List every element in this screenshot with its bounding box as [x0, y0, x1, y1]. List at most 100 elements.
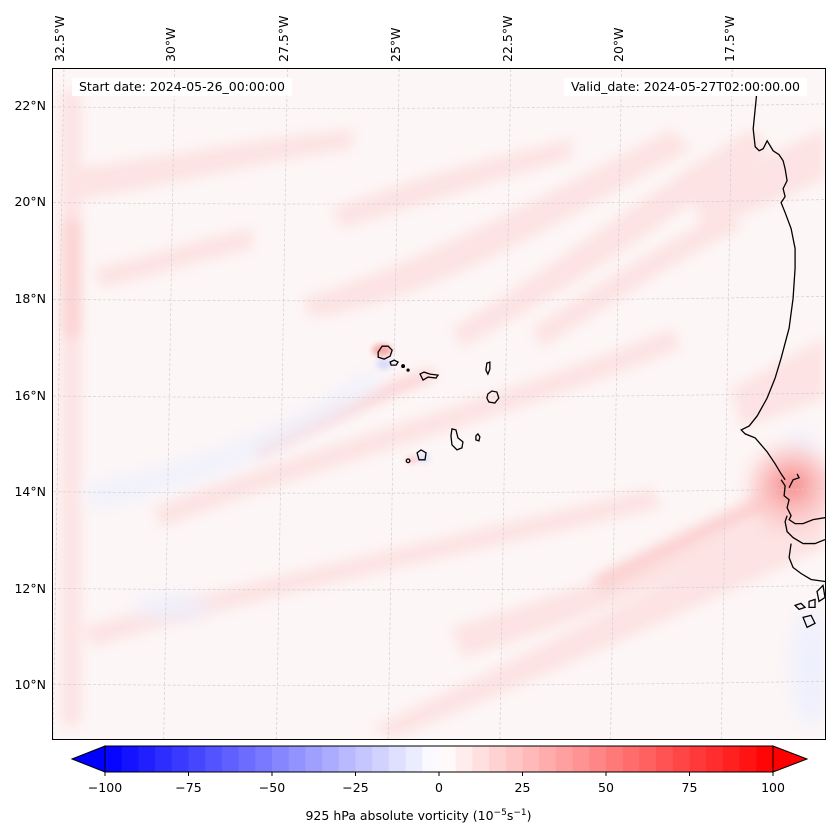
field-band — [82, 368, 383, 508]
latitude-tick-label: 10°N — [14, 677, 46, 692]
coastline-mauritania-senegal — [740, 78, 796, 481]
island-boa-vista — [486, 390, 500, 404]
field-band — [64, 218, 79, 339]
colorbar-swatch — [439, 746, 457, 772]
parallel-gridline — [53, 392, 825, 398]
island-bijagos — [808, 598, 816, 609]
longitude-tick-label: 20°W — [611, 27, 626, 62]
colorbar-swatch — [706, 746, 724, 772]
island-bijagos — [793, 602, 807, 611]
longitude-tick-label: 32.5°W — [52, 15, 67, 62]
colorbar-swatch — [539, 746, 557, 772]
colorbar-tick-label: −75 — [175, 780, 201, 795]
island-sao-nicolau — [419, 371, 440, 381]
colorbar-swatch — [722, 746, 741, 772]
island-santiago — [450, 428, 464, 451]
colorbar-swatch — [589, 746, 607, 772]
coastlines — [377, 78, 825, 629]
colorbar-swatch — [138, 746, 156, 772]
colorbar-tick-label: 100 — [761, 780, 785, 795]
island-santa-luzia — [401, 364, 406, 369]
vorticity-maximum — [372, 344, 393, 357]
colorbar-swatch — [622, 746, 640, 772]
colorbar-swatch — [355, 746, 373, 772]
colorbar-swatch — [739, 746, 757, 772]
field-band — [72, 128, 353, 199]
field-band — [132, 595, 213, 620]
field-band — [372, 507, 825, 739]
parallel-gridline — [53, 199, 825, 205]
field-band — [691, 128, 825, 229]
colorbar-swatch — [338, 746, 356, 772]
meridian-gridline — [276, 69, 288, 739]
island-santo-antao — [377, 345, 393, 360]
colorbar-swatch — [288, 746, 306, 772]
latitude-tick-label: 12°N — [14, 581, 46, 596]
latitude-tick-label: 16°N — [14, 388, 46, 403]
field-band — [152, 328, 682, 528]
colorbar-swatch — [505, 746, 523, 772]
island-brava — [405, 458, 411, 464]
colorbar-swatch — [756, 746, 774, 772]
colorbar-swatch — [121, 746, 139, 772]
colorbar: −100 −75 −50 −25 0 25 50 75 100 — [70, 745, 809, 795]
colorbar-swatch — [455, 746, 473, 772]
colorbar-swatch — [689, 746, 707, 772]
coastline-gambia-river — [788, 473, 800, 489]
island-sao-vicente — [389, 359, 400, 366]
colorbar-swatch — [489, 746, 507, 772]
longitude-tick-label: 22.5°W — [500, 15, 515, 62]
colorbar-tick-label: 0 — [435, 780, 443, 795]
vorticity-minimum — [418, 452, 431, 463]
coastline-gambia — [780, 479, 825, 525]
colorbar-swatch — [305, 746, 323, 772]
coastline-guinea-bissau — [784, 515, 825, 545]
graticule — [53, 69, 825, 739]
colorbar-label: 925 hPa absolute vorticity (10−5s−1) — [305, 808, 532, 824]
meridian-gridline — [163, 69, 176, 739]
field-band — [92, 228, 253, 289]
vorticity-map — [53, 69, 825, 739]
colorbar-swatch — [555, 746, 574, 772]
colorbar-tick-label: −100 — [88, 780, 122, 795]
field-band — [82, 487, 662, 648]
parallel-gridline — [53, 585, 825, 591]
field-band — [731, 338, 825, 428]
parallel-gridline — [53, 488, 825, 494]
parallel-gridline — [53, 103, 825, 109]
colorbar-swatch — [205, 746, 223, 772]
colorbar-swatch — [372, 746, 390, 772]
colorbar-swatch — [472, 746, 490, 772]
longitude-tick-label: 30°W — [163, 27, 178, 62]
parallel-gridline — [53, 295, 825, 302]
colorbar-swatch — [188, 746, 206, 772]
coastline-guinea-bissau-south — [788, 543, 825, 583]
field-band — [332, 138, 572, 229]
colorbar-swatch — [105, 746, 123, 772]
meridian-gridline — [53, 69, 65, 739]
parallel-gridline — [53, 680, 825, 686]
colorbar-swatch — [238, 746, 256, 772]
island-fogo — [416, 449, 427, 461]
colorbar-swatch — [221, 746, 240, 772]
latitude-tick-label: 22°N — [14, 98, 46, 113]
island-bijagos — [816, 584, 825, 603]
vorticity-minimum — [376, 359, 393, 370]
colorbar-swatch — [639, 746, 657, 772]
colorbar-swatch — [272, 746, 290, 772]
colorbar-tick-label: −50 — [259, 780, 285, 795]
valid-date-annotation: Valid_date: 2024-05-27T02:00:00.00 — [563, 78, 807, 96]
meridian-gridline — [610, 69, 622, 739]
colorbar-swatch — [522, 746, 540, 772]
colorbar-swatch — [155, 746, 173, 772]
field-band — [791, 607, 825, 728]
island-ilheu — [406, 368, 410, 372]
colorbar-tick-label: 75 — [682, 780, 698, 795]
colorbar-tick-label: 25 — [515, 780, 531, 795]
colorbar-swatch — [405, 746, 423, 772]
latitude-tick-label: 20°N — [14, 194, 46, 209]
field-band — [451, 128, 772, 349]
colorbar-swatch — [656, 746, 674, 772]
island-maio — [475, 432, 481, 442]
longitude-tick-label: 27.5°W — [276, 15, 291, 62]
